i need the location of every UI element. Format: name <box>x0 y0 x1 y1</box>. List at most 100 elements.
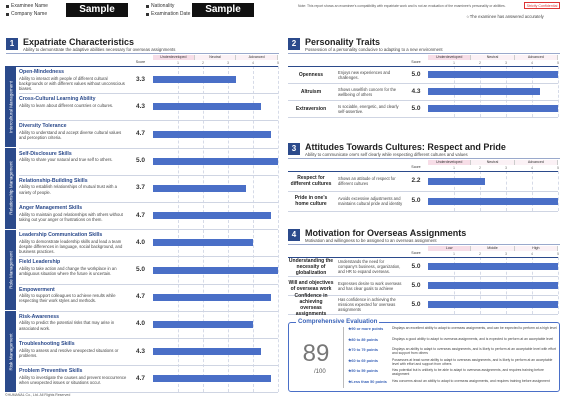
score-header: Score <box>411 251 421 255</box>
score-bar <box>153 320 253 328</box>
section-title: Attitudes Towards Cultures: Respect and … <box>305 142 506 152</box>
score-value: 5.0 <box>411 300 421 308</box>
group-label: Intercultural Management <box>8 80 13 133</box>
score-bar <box>428 88 540 95</box>
item-name: Confidence in achieving overseas assignm… <box>294 292 328 317</box>
tick-label: 1 <box>177 60 179 65</box>
confidential: Strictly Confidential <box>524 2 560 9</box>
group-band <box>5 311 16 392</box>
score-bar <box>428 197 558 205</box>
scale-label: Advanced <box>514 160 558 165</box>
evaluation-out-of: /100 <box>314 369 326 375</box>
level-range: ★50 to 59 points <box>348 369 378 373</box>
scale-label: Advanced <box>236 55 278 60</box>
field-label: Nationality <box>151 3 175 9</box>
score-header: Score <box>135 60 146 64</box>
item-desc: Ability to learn about different countri… <box>19 102 114 108</box>
table-rule <box>288 171 558 172</box>
score-value: 3.7 <box>135 184 146 192</box>
scale-label: Advanced <box>514 55 558 60</box>
tick-label: 5 <box>557 251 559 256</box>
item-name: Risk-Awareness <box>19 313 59 320</box>
score-value: 5.0 <box>411 281 421 289</box>
bullet <box>146 5 149 8</box>
tick-label: 4 <box>252 60 254 65</box>
field-label: Examinee Name <box>11 3 48 9</box>
score-bar <box>153 239 253 247</box>
score-value: 2.2 <box>411 177 421 184</box>
tick-label: 4 <box>531 251 533 256</box>
row-rule <box>19 93 278 95</box>
level-text: Displays a good ability to adapt to over… <box>392 336 554 341</box>
level-range: ★60 to 69 points <box>348 358 378 363</box>
score-bar <box>153 130 271 138</box>
item-name: Cross-Cultural Learning Ability <box>19 96 96 103</box>
score-bar <box>428 282 558 289</box>
row-rule <box>288 276 558 277</box>
section-title: Personality Traits <box>305 37 381 47</box>
score-value: 4.7 <box>135 374 146 382</box>
group-label: Risk Management <box>8 333 13 371</box>
item-desc: Ability to establish relationships of mu… <box>19 184 117 195</box>
tick-label: 2 <box>202 60 204 65</box>
row-rule <box>288 117 558 118</box>
tick-label: 3 <box>505 165 507 170</box>
group-label: Role Management <box>8 251 13 289</box>
scale-label: Neutral <box>471 55 515 60</box>
table-rule <box>288 257 558 258</box>
level-text: Displays an excellent ability to adapt t… <box>392 326 557 330</box>
group-band <box>5 66 16 148</box>
section-subtitle: Ability to communicate one's self clearl… <box>305 152 468 157</box>
item-name: Anger Management Skills <box>19 205 83 211</box>
item-name: Relationship-Building Skills <box>19 177 88 184</box>
heading-rule <box>6 53 279 54</box>
bullet <box>6 13 9 16</box>
tick-label: 2 <box>479 60 481 65</box>
score-value: 5.0 <box>411 104 421 112</box>
section-title: Motivation for Overseas Assignments <box>305 228 467 238</box>
score-bar <box>428 263 558 270</box>
item-name: Openness <box>298 71 324 78</box>
tick-label: 4 <box>531 165 533 170</box>
item-desc: Understands the need for company's busin… <box>338 259 401 274</box>
section-subtitle: Possession of a personality conducive to… <box>305 47 443 52</box>
grid-line <box>278 66 279 393</box>
item-name: Empowerment <box>19 286 55 293</box>
scale-label: Underdeveloped <box>428 55 472 60</box>
item-desc: Ability to predict the potential risks t… <box>19 320 115 331</box>
item-name: Leadership Communication Skills <box>19 232 103 239</box>
item-name: Altruism <box>300 88 322 95</box>
row-rule <box>19 120 278 122</box>
item-name: Problem Preventive Skills <box>19 368 83 375</box>
score-bar <box>153 157 278 165</box>
grid-line <box>558 66 559 117</box>
item-desc: Ability to take action and change the wo… <box>19 265 117 277</box>
tick-label: 5 <box>557 165 559 170</box>
row-rule <box>19 147 278 149</box>
score-bar <box>428 177 486 185</box>
row-rule <box>19 174 278 176</box>
score-bar <box>153 184 246 192</box>
field-label: Examination Date <box>151 11 191 17</box>
section-number: 3 <box>288 143 300 155</box>
row-rule <box>19 392 278 394</box>
bullet <box>6 5 9 8</box>
tick-label: 1 <box>453 251 455 256</box>
level-range: ★Less than 50 points <box>348 379 387 384</box>
tick-label: 3 <box>227 60 229 65</box>
item-desc: Ability to interact with people of diffe… <box>19 75 125 91</box>
item-desc: Shows an attitude of respect for differe… <box>338 176 396 186</box>
heading-rule <box>288 53 560 54</box>
evaluation-box <box>288 322 560 392</box>
heading-rule <box>288 158 560 159</box>
item-name: Troubleshooting Skills <box>19 341 75 347</box>
score-value: 4.7 <box>135 130 146 137</box>
item-name: Understanding the necessity of globaliza… <box>288 257 334 276</box>
score-value: 3.3 <box>135 75 146 83</box>
score-bar <box>153 76 236 84</box>
row-rule <box>19 283 278 285</box>
item-name: Respect for different cultures <box>290 175 332 187</box>
row-rule <box>288 295 558 296</box>
level-text: Displays an ability to adapt to overseas… <box>392 347 556 356</box>
item-name: Will and objectives of overseas work <box>288 279 334 292</box>
